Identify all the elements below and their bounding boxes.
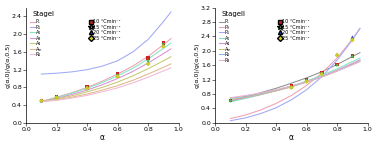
Point bbox=[38, 99, 44, 102]
Point bbox=[334, 54, 340, 56]
Point bbox=[304, 80, 310, 83]
Y-axis label: g(α,0)/g(α,0.5): g(α,0)/g(α,0.5) bbox=[6, 42, 11, 88]
Point bbox=[38, 99, 44, 102]
Point bbox=[160, 45, 166, 48]
Point bbox=[54, 96, 60, 98]
Text: StageI: StageI bbox=[32, 11, 54, 17]
Point bbox=[54, 96, 60, 98]
Point bbox=[349, 36, 355, 38]
Point bbox=[115, 74, 121, 76]
Point bbox=[288, 85, 294, 87]
Point bbox=[304, 79, 310, 82]
Point bbox=[84, 87, 90, 90]
Point bbox=[319, 73, 325, 75]
Point bbox=[145, 60, 151, 62]
Point bbox=[319, 72, 325, 74]
Point bbox=[319, 72, 325, 74]
Y-axis label: g(α,0)/g(α,0.5): g(α,0)/g(α,0.5) bbox=[195, 42, 200, 88]
Point bbox=[145, 61, 151, 64]
Point bbox=[227, 99, 233, 102]
Point bbox=[304, 78, 310, 81]
Point bbox=[334, 53, 340, 56]
Point bbox=[84, 86, 90, 89]
Point bbox=[115, 76, 121, 78]
Point bbox=[227, 99, 233, 102]
Point bbox=[160, 42, 166, 44]
Point bbox=[349, 55, 355, 57]
Point bbox=[38, 99, 44, 102]
Point bbox=[288, 86, 294, 88]
Point bbox=[115, 75, 121, 77]
Point bbox=[145, 63, 151, 65]
Point bbox=[349, 55, 355, 58]
Point bbox=[304, 79, 310, 82]
Point bbox=[54, 96, 60, 99]
X-axis label: α: α bbox=[100, 133, 105, 142]
Point bbox=[38, 99, 44, 102]
Point bbox=[84, 87, 90, 89]
Point bbox=[145, 57, 151, 59]
Point bbox=[319, 71, 325, 74]
Point bbox=[349, 39, 355, 41]
Point bbox=[160, 44, 166, 46]
Point bbox=[334, 64, 340, 66]
Legend: 10 °Cmin⁻¹, 15 °Cmin⁻¹, 20 °Cmin⁻¹, 25 °Cmin⁻¹: 10 °Cmin⁻¹, 15 °Cmin⁻¹, 20 °Cmin⁻¹, 25 °… bbox=[90, 19, 121, 41]
Point bbox=[334, 63, 340, 66]
Point bbox=[115, 72, 121, 74]
Point bbox=[288, 86, 294, 89]
Point bbox=[288, 86, 294, 88]
Legend: 10 °Cmin⁻¹, 15 °Cmin⁻¹, 20 °Cmin⁻¹, 25 °Cmin⁻¹: 10 °Cmin⁻¹, 15 °Cmin⁻¹, 20 °Cmin⁻¹, 25 °… bbox=[279, 19, 310, 41]
X-axis label: α: α bbox=[289, 133, 294, 142]
Point bbox=[84, 85, 90, 88]
Point bbox=[160, 43, 166, 45]
Text: StageII: StageII bbox=[221, 11, 245, 17]
Point bbox=[54, 95, 60, 98]
